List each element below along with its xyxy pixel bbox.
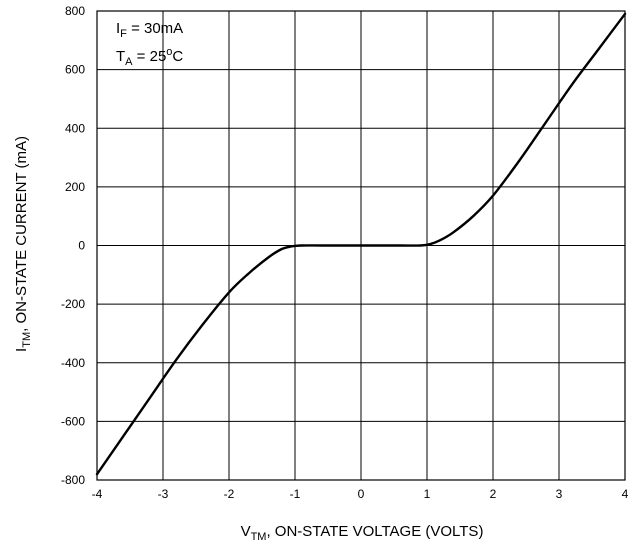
y-tick-label: -600	[61, 414, 85, 428]
x-tick-label: 4	[622, 487, 629, 501]
x-tick-label: 3	[556, 487, 563, 501]
y-tick-label: -400	[61, 356, 85, 370]
x-tick-label: -4	[92, 487, 103, 501]
annotation-forward-current: IF = 30mA	[116, 20, 183, 40]
y-tick-label: 0	[78, 239, 85, 253]
plot-frame	[96, 10, 626, 481]
y-tick-label: 400	[65, 121, 85, 135]
x-tick-labels: -4 -3 -2 -1 0 1 2 3 4	[92, 487, 629, 501]
x-tick-label: -1	[290, 487, 301, 501]
y-axis-title: ITM, ON-STATE CURRENT (mA)	[13, 136, 33, 352]
x-tick-label: -3	[158, 487, 169, 501]
annotation-ambient-temperature: TA = 25oC	[116, 46, 183, 68]
y-tick-label: 800	[65, 4, 85, 18]
y-tick-label: -200	[61, 297, 85, 311]
y-tick-labels: 800 600 400 200 0 -200 -400 -600 -800	[61, 4, 85, 487]
x-axis-title: VTM, ON-STATE VOLTAGE (VOLTS)	[241, 523, 484, 543]
y-tick-label: -800	[61, 473, 85, 487]
series-line	[95, 12, 627, 476]
y-tick-label: 200	[65, 180, 85, 194]
x-tick-label: 2	[490, 487, 497, 501]
x-tick-label: 1	[424, 487, 431, 501]
x-tick-label: 0	[358, 487, 365, 501]
series-layer	[95, 12, 627, 476]
y-tick-label: 600	[65, 63, 85, 77]
x-tick-label: -2	[224, 487, 235, 501]
